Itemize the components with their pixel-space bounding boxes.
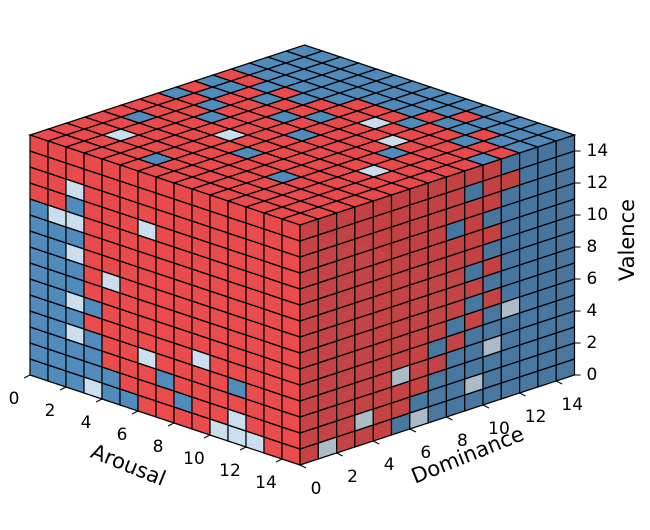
z-tick-label: 10 <box>587 205 609 225</box>
x-tick-label: 8 <box>153 437 164 457</box>
x-tick <box>23 374 31 379</box>
z-tick-label: 6 <box>587 269 598 289</box>
y-tick-label: 6 <box>420 443 431 463</box>
x-tick <box>95 398 103 403</box>
z-tick-label: 12 <box>587 173 609 193</box>
x-tick-label: 10 <box>183 449 205 469</box>
y-tick-label: 12 <box>525 407 547 427</box>
x-tick-label: 2 <box>45 401 56 421</box>
y-tick-label: 8 <box>457 431 468 451</box>
y-tick-label: 14 <box>561 395 583 415</box>
y-tick <box>299 464 307 469</box>
y-tick <box>482 404 490 409</box>
x-tick <box>167 422 175 427</box>
z-tick-label: 4 <box>587 301 598 321</box>
left-face <box>29 134 301 466</box>
x-tick-label: 4 <box>81 413 92 433</box>
y-tick-label: 4 <box>384 455 395 475</box>
top-face <box>28 44 577 226</box>
y-tick <box>372 440 380 445</box>
y-tick-label: 2 <box>347 467 358 487</box>
y-tick-label: 10 <box>488 419 510 439</box>
y-tick <box>555 380 563 385</box>
z-tick-label: 2 <box>587 333 598 353</box>
y-tick-label: 0 <box>311 479 322 499</box>
right-face <box>299 134 576 466</box>
x-tick-label: 14 <box>255 473 277 493</box>
y-tick <box>446 416 453 421</box>
z-tick-label: 14 <box>587 141 609 161</box>
z-axis-title: Valence <box>615 199 639 281</box>
x-tick-label: 6 <box>117 425 128 445</box>
z-tick-label: 8 <box>587 237 598 257</box>
x-tick <box>203 434 211 439</box>
x-tick-label: 0 <box>9 389 20 409</box>
z-tick-label: 0 <box>587 365 598 385</box>
x-tick <box>275 458 283 463</box>
y-tick <box>519 392 526 397</box>
x-tick-label: 12 <box>219 461 241 481</box>
y-tick <box>336 452 343 457</box>
x-tick <box>239 446 247 451</box>
y-tick <box>409 428 417 433</box>
voxel-face <box>555 134 576 158</box>
x-tick <box>59 386 67 391</box>
x-tick <box>131 410 139 415</box>
